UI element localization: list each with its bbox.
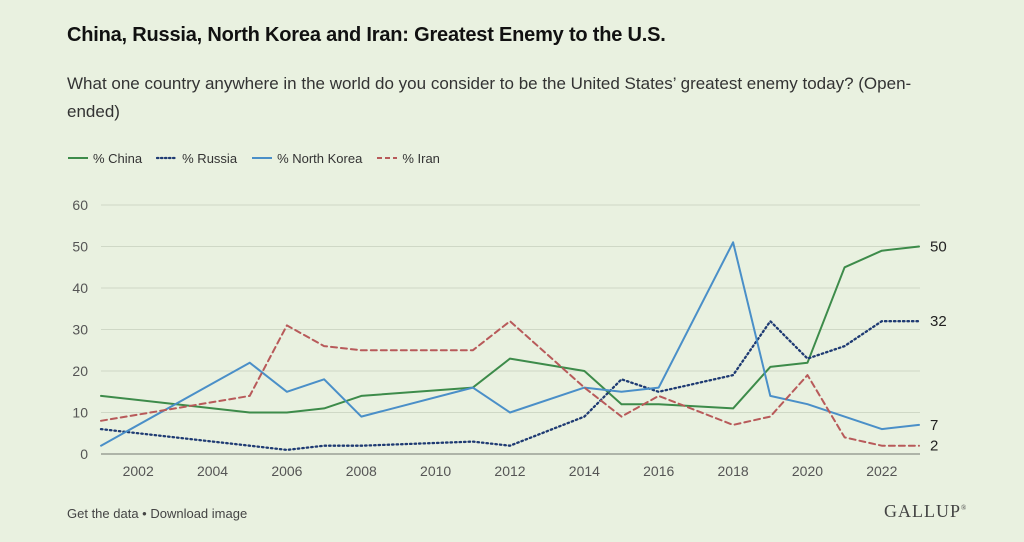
legend-item-iran[interactable]: % Iran bbox=[376, 151, 440, 166]
legend-label-russia: % Russia bbox=[182, 150, 238, 166]
x-tick-label-2016: 2016 bbox=[643, 463, 674, 479]
y-tick-label-0: 0 bbox=[80, 446, 88, 462]
x-tick-label-2018: 2018 bbox=[718, 463, 749, 479]
chart-legend: % China % Russia % North Korea % Iran bbox=[67, 149, 454, 167]
series-line-iran bbox=[100, 320, 920, 447]
legend-swatch-china bbox=[68, 157, 88, 159]
end-label-north-korea: 7 bbox=[930, 417, 938, 434]
legend-label-north-korea: % North Korea bbox=[277, 150, 363, 166]
x-tick-label-2008: 2008 bbox=[346, 463, 377, 479]
series-line-russia bbox=[99, 320, 921, 452]
legend-swatch-iran bbox=[377, 157, 398, 159]
x-tick-label-2022: 2022 bbox=[866, 463, 897, 479]
legend-item-russia[interactable]: % Russia bbox=[156, 151, 237, 166]
get-data-link[interactable]: Get the data bbox=[67, 506, 139, 521]
x-tick-label-2014: 2014 bbox=[569, 463, 600, 479]
end-label-iran: 2 bbox=[930, 438, 938, 455]
download-image-link[interactable]: Download image bbox=[150, 506, 248, 521]
x-tick-label-2010: 2010 bbox=[420, 463, 451, 479]
gallup-logo-mark: ® bbox=[961, 504, 967, 512]
gallup-logo-text: GALLUP bbox=[884, 501, 961, 521]
legend-item-north-korea[interactable]: % North Korea bbox=[251, 151, 362, 166]
y-tick-label-50: 50 bbox=[72, 239, 88, 255]
legend-swatch-russia bbox=[156, 156, 179, 160]
x-tick-label-2020: 2020 bbox=[792, 463, 823, 479]
y-tick-label-10: 10 bbox=[72, 405, 88, 421]
y-tick-label-20: 20 bbox=[72, 363, 88, 379]
series-line-north-korea bbox=[100, 241, 920, 447]
x-tick-label-2006: 2006 bbox=[271, 463, 302, 479]
gallup-logo: GALLUP® bbox=[884, 501, 966, 522]
x-tick-label-2012: 2012 bbox=[494, 463, 525, 479]
legend-item-china[interactable]: % China bbox=[67, 151, 142, 166]
chart-title: China, Russia, North Korea and Iran: Gre… bbox=[67, 24, 666, 46]
footer-separator: • bbox=[138, 506, 151, 521]
chart-subtitle: What one country anywhere in the world d… bbox=[67, 74, 912, 121]
legend-label-china: % China bbox=[93, 150, 143, 166]
series-line-china bbox=[100, 245, 920, 414]
end-label-china: 50 bbox=[930, 239, 947, 256]
legend-label-iran: % Iran bbox=[402, 150, 440, 166]
y-tick-label-40: 40 bbox=[72, 280, 88, 296]
x-tick-label-2004: 2004 bbox=[197, 463, 228, 479]
y-tick-label-30: 30 bbox=[72, 322, 88, 338]
x-tick-label-2002: 2002 bbox=[123, 463, 154, 479]
footer: Get the data • Download image bbox=[67, 506, 247, 521]
y-tick-label-60: 60 bbox=[72, 197, 88, 213]
legend-swatch-north-korea bbox=[252, 157, 273, 159]
end-label-russia: 32 bbox=[930, 313, 947, 330]
